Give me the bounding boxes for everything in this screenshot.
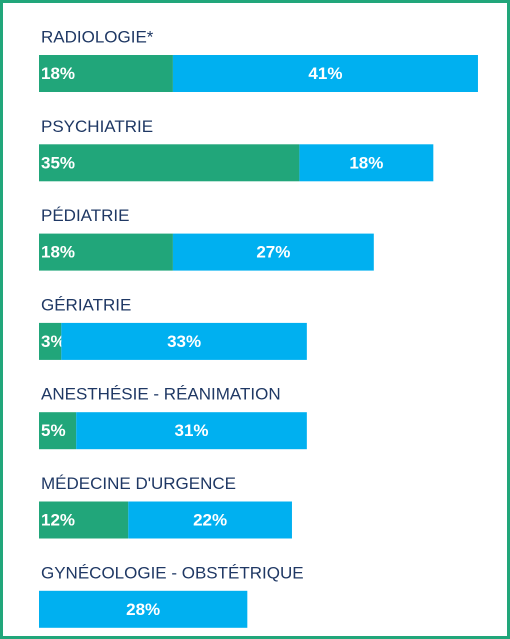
category-label: PÉDIATRIE (41, 206, 129, 225)
category-label: RADIOLOGIE* (41, 27, 154, 46)
data-label: 22% (193, 510, 227, 529)
data-label: 18% (41, 243, 75, 262)
category-label: PSYCHIATRIE (41, 117, 153, 136)
bar-segment (172, 55, 478, 92)
bar-segment (39, 233, 173, 271)
bar-segment (39, 412, 77, 450)
category-label: GYNÉCOLOGIE - OBSTÉTRIQUE (41, 563, 304, 582)
bar-segment (128, 501, 292, 539)
category-label: ANESTHÉSIE - RÉANIMATION (41, 385, 281, 404)
data-label: 18% (41, 64, 75, 83)
bar-segment (39, 590, 248, 628)
data-label: 27% (256, 243, 290, 262)
category-label: GÉRIATRIE (41, 295, 131, 314)
data-label: 18% (349, 153, 383, 172)
data-label: 35% (41, 153, 75, 172)
data-label: 33% (167, 332, 201, 351)
category-label: MÉDECINE D'URGENCE (41, 474, 236, 493)
bar-segment (61, 322, 307, 360)
bar-segment (76, 412, 307, 450)
data-label: 3% (41, 332, 66, 351)
bar-segment (299, 144, 434, 182)
bar-segment (39, 144, 300, 182)
data-label: 5% (41, 421, 66, 440)
bar-segment (39, 501, 129, 539)
data-label: 31% (175, 421, 209, 440)
bar-segment (39, 55, 173, 92)
data-label: 12% (41, 510, 75, 529)
bar-segment (172, 233, 374, 271)
data-label: 41% (308, 64, 342, 83)
bar-segment (39, 322, 62, 360)
data-label: 28% (126, 600, 160, 619)
